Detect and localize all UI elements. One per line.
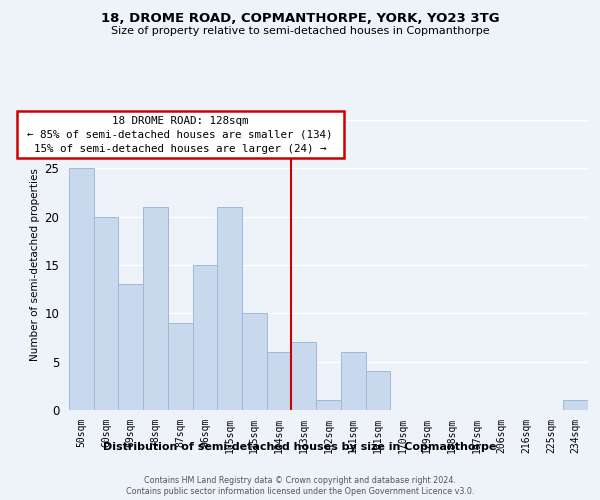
Bar <box>563 400 588 410</box>
Bar <box>168 323 193 410</box>
Text: Contains public sector information licensed under the Open Government Licence v3: Contains public sector information licen… <box>126 488 474 496</box>
Bar <box>242 314 267 410</box>
Text: 18 DROME ROAD: 128sqm  
← 85% of semi-detached houses are smaller (134)
  15% of: 18 DROME ROAD: 128sqm ← 85% of semi-deta… <box>21 116 340 154</box>
Bar <box>267 352 292 410</box>
Text: Contains HM Land Registry data © Crown copyright and database right 2024.: Contains HM Land Registry data © Crown c… <box>144 476 456 485</box>
Bar <box>316 400 341 410</box>
Y-axis label: Number of semi-detached properties: Number of semi-detached properties <box>30 168 40 362</box>
Text: 18, DROME ROAD, COPMANTHORPE, YORK, YO23 3TG: 18, DROME ROAD, COPMANTHORPE, YORK, YO23… <box>101 12 499 26</box>
Bar <box>193 265 217 410</box>
Bar <box>94 216 118 410</box>
Bar <box>341 352 365 410</box>
Bar <box>69 168 94 410</box>
Text: Distribution of semi-detached houses by size in Copmanthorpe: Distribution of semi-detached houses by … <box>103 442 497 452</box>
Bar <box>217 207 242 410</box>
Bar <box>365 372 390 410</box>
Bar <box>292 342 316 410</box>
Text: Size of property relative to semi-detached houses in Copmanthorpe: Size of property relative to semi-detach… <box>110 26 490 36</box>
Bar <box>118 284 143 410</box>
Bar <box>143 207 168 410</box>
